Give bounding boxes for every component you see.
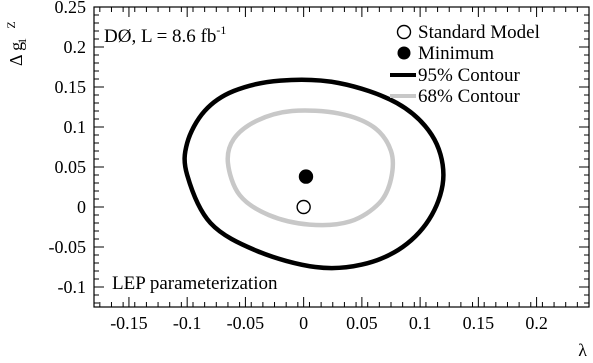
y-axis-label-sup: Z [4,21,18,28]
legend-label-68: 68% Contour [418,86,521,107]
legend-label-minimum: Minimum [418,43,494,64]
y-tick-label: -0.05 [49,237,87,257]
y-tick-label: 0.2 [64,37,87,57]
y-axis-label-main: Δ g [6,42,26,66]
x-tick-label: -0.15 [110,313,148,333]
y-axis-label: Δ g1 [6,38,29,66]
x-tick-label: 0 [299,313,308,333]
x-tick-label: 0.15 [463,313,495,333]
y-tick-label: 0.15 [55,77,87,97]
points [296,169,314,215]
x-tick-label: 0.2 [525,313,548,333]
x-tick-labels: -0.15 -0.1 -0.05 0 0.05 0.1 0.15 0.2 [110,313,548,333]
x-axis-label: λ [578,340,587,360]
y-tick-label: 0.1 [64,117,87,137]
y-tick-label: -0.1 [58,277,87,297]
contour-68 [225,108,396,228]
legend: Standard Model Minimum 95% Contour 68% C… [390,22,540,107]
contours [182,77,446,271]
parameterization-annotation: LEP parameterization [112,273,278,294]
contour-95 [182,77,446,271]
x-tick-label: -0.1 [173,313,202,333]
x-tick-label: 0.05 [346,313,378,333]
legend-open-circle-marker [396,24,412,40]
axis-ticks [94,6,590,307]
experiment-superscript: -1 [216,23,226,37]
y-tick-label: 0.25 [55,0,87,17]
legend-label-standard-model: Standard Model [418,22,540,43]
standard-model-point [296,199,311,215]
y-tick-labels: -0.1 -0.05 0 0.05 0.1 0.15 0.2 0.25 [49,0,87,297]
x-tick-label: -0.05 [227,313,265,333]
x-tick-label: 0.1 [409,313,432,333]
svg-text:Δ g1: Δ g1 [6,38,29,66]
legend-filled-circle-marker [397,46,411,60]
y-tick-label: 0 [77,197,86,217]
y-tick-label: 0.05 [55,157,87,177]
plot-frame [93,6,590,308]
y-axis-label-sub: 1 [15,38,29,44]
experiment-annotation: DØ, L = 8.6 fb-1 [104,23,226,47]
legend-label-95: 95% Contour [418,65,521,86]
minimum-point [298,169,314,184]
experiment-text: DØ, L = 8.6 fb [104,26,216,47]
